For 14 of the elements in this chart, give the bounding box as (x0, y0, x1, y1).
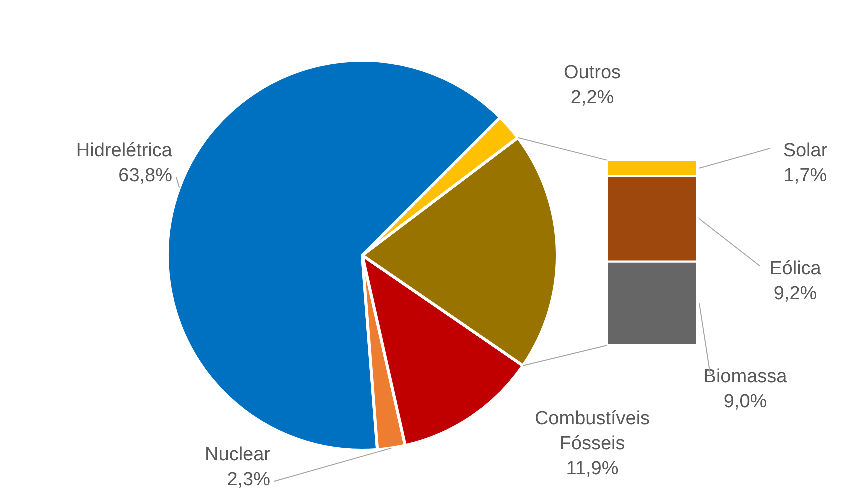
data-label: 11,9% (566, 458, 619, 480)
data-label: 9,0% (724, 392, 768, 412)
series-label: Biomassa (704, 366, 788, 388)
slice-label: Outros (564, 62, 622, 84)
text: Eólica (770, 258, 822, 280)
slice-label: Combustíveis Fósseis (534, 408, 650, 454)
data-label: 9,2% (774, 284, 818, 304)
text: Solar (783, 140, 828, 162)
data-label: 2,3% (227, 470, 271, 490)
data-label: 2,2% (570, 88, 614, 108)
data-label: 63,8% (118, 166, 173, 186)
slice-label: Nuclear (205, 444, 272, 466)
data-label: 1,7% (784, 166, 828, 186)
slice-label: Hidrelétrica (76, 140, 173, 162)
